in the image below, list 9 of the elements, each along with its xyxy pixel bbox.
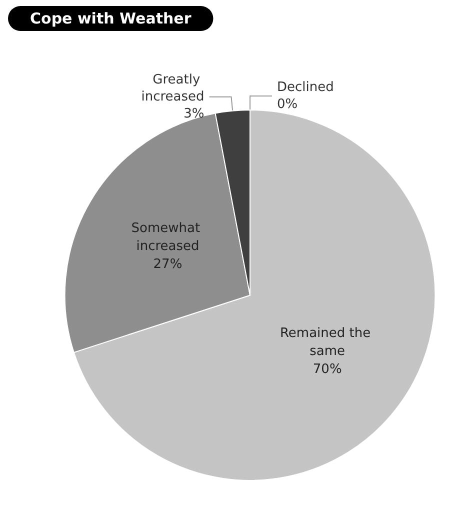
text: 0%: [277, 97, 298, 112]
category-label: Declined: [277, 80, 334, 96]
slice-label: Somewhat increased: [131, 221, 204, 254]
slice-label: Remained the same: [280, 326, 375, 359]
data-label: 3%: [184, 106, 204, 122]
data-label: 70%: [312, 362, 342, 377]
chart-title: Cope with Weather: [30, 10, 192, 28]
slice-label: Greatly increased: [141, 72, 204, 104]
data-label: 27%: [153, 257, 182, 272]
